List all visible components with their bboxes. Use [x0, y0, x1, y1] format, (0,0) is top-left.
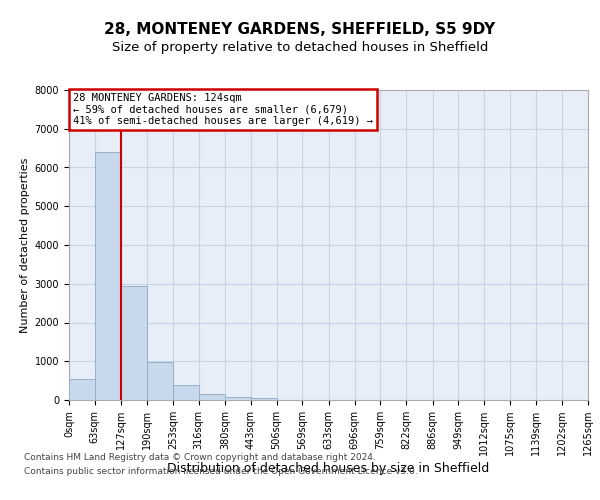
Text: Contains HM Land Registry data © Crown copyright and database right 2024.: Contains HM Land Registry data © Crown c…	[24, 454, 376, 462]
Bar	[251, 398, 277, 400]
Text: 28, MONTENEY GARDENS, SHEFFIELD, S5 9DY: 28, MONTENEY GARDENS, SHEFFIELD, S5 9DY	[104, 22, 496, 38]
Text: 28 MONTENEY GARDENS: 124sqm
← 59% of detached houses are smaller (6,679)
41% of : 28 MONTENEY GARDENS: 124sqm ← 59% of det…	[73, 92, 373, 126]
Bar	[225, 396, 251, 400]
Bar	[147, 362, 173, 400]
Bar	[199, 394, 225, 400]
Bar	[69, 378, 95, 400]
Text: Size of property relative to detached houses in Sheffield: Size of property relative to detached ho…	[112, 41, 488, 54]
Y-axis label: Number of detached properties: Number of detached properties	[20, 158, 31, 332]
X-axis label: Distribution of detached houses by size in Sheffield: Distribution of detached houses by size …	[167, 462, 490, 475]
Bar	[95, 152, 121, 400]
Bar	[121, 286, 147, 400]
Text: Contains public sector information licensed under the Open Government Licence v3: Contains public sector information licen…	[24, 467, 418, 476]
Bar	[173, 386, 199, 400]
